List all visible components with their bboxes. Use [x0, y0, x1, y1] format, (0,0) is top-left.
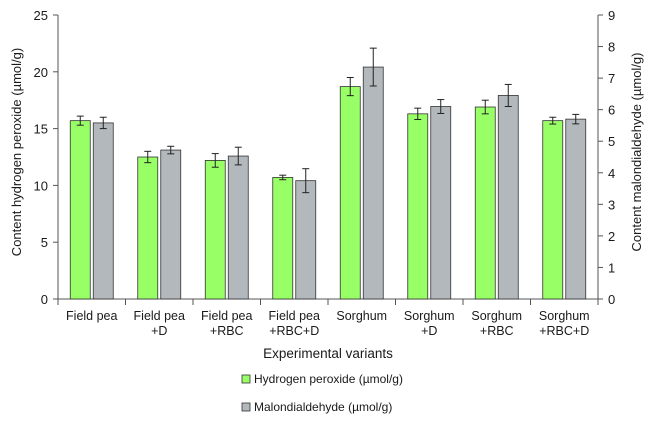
bar-malondialdehyde: [92, 122, 114, 300]
right-y-tick-label: 2: [608, 229, 615, 244]
bar-hydrogen-peroxide: [137, 156, 159, 300]
bar-hydrogen-peroxide: [69, 120, 91, 300]
category-label: Field pea: [66, 309, 117, 323]
legend-swatch-malondialdehyde: [241, 402, 251, 412]
right-y-tick-label: 0: [608, 292, 615, 307]
bar-malondialdehyde: [497, 95, 519, 300]
legend-label-hydrogen-peroxide: Hydrogen peroxide (µmol/g): [254, 372, 403, 386]
right-y-tick-label: 1: [608, 260, 615, 275]
left-y-tick-label: 15: [34, 122, 48, 137]
x-axis-title: Experimental variants: [263, 346, 393, 361]
category-label: Sorghum: [336, 309, 387, 323]
bar-malondialdehyde: [565, 118, 587, 300]
right-y-tick-label: 3: [608, 197, 615, 212]
bar-malondialdehyde: [295, 180, 317, 300]
left-y-tick-label: 0: [41, 292, 48, 307]
right-y-tick-label: 4: [608, 166, 615, 181]
legend: Hydrogen peroxide (µmol/g) Malondialdehy…: [241, 372, 403, 414]
category-label: Field pea +RBC: [201, 309, 252, 338]
bar-malondialdehyde: [362, 66, 384, 300]
category-label: Sorghum +RBC: [471, 309, 522, 338]
left-y-tick-label: 10: [34, 178, 48, 193]
right-y-tick-label: 8: [608, 40, 615, 55]
bar-hydrogen-peroxide: [272, 177, 294, 300]
bar-hydrogen-peroxide: [542, 120, 564, 300]
right-y-tick-label: 7: [608, 71, 615, 86]
category-label: Field pea +D: [134, 309, 185, 338]
category-label: Field pea +RBC+D: [269, 309, 320, 338]
bar-hydrogen-peroxide: [407, 113, 429, 300]
left-y-axis-title: Content hydrogen peroxide (µmol/g): [9, 48, 24, 256]
left-y-tick-label: 25: [34, 8, 48, 23]
chart-bars: [69, 66, 587, 300]
bar-malondialdehyde: [227, 155, 249, 300]
left-y-tick-label: 20: [34, 65, 48, 80]
legend-swatch-hydrogen-peroxide: [241, 374, 251, 384]
category-label: Sorghum +RBC+D: [539, 309, 590, 338]
legend-label-malondialdehyde: Malondialdehyde (µmol/g): [254, 400, 392, 414]
bar-hydrogen-peroxide: [204, 160, 226, 300]
bar-malondialdehyde: [160, 149, 182, 300]
chart-error-bars: [76, 47, 580, 194]
right-y-tick-label: 5: [608, 134, 615, 149]
bar-hydrogen-peroxide: [339, 86, 361, 300]
category-labels: Field pea Field pea +D Field pea +RBC Field p…: [66, 309, 590, 338]
right-y-axis-title: Content malondialdehyde (µmol/g): [629, 53, 644, 252]
category-label: Sorghum +D: [404, 309, 455, 338]
right-y-tick-label: 9: [608, 8, 615, 23]
chart-axes: 0 5 10 15 20 25 0 1 2 3 4 5 6 7 8 9: [34, 8, 616, 307]
right-y-tick-label: 6: [608, 103, 615, 118]
left-y-tick-label: 5: [41, 235, 48, 250]
bar-hydrogen-peroxide: [474, 106, 496, 300]
bar-malondialdehyde: [430, 106, 452, 300]
